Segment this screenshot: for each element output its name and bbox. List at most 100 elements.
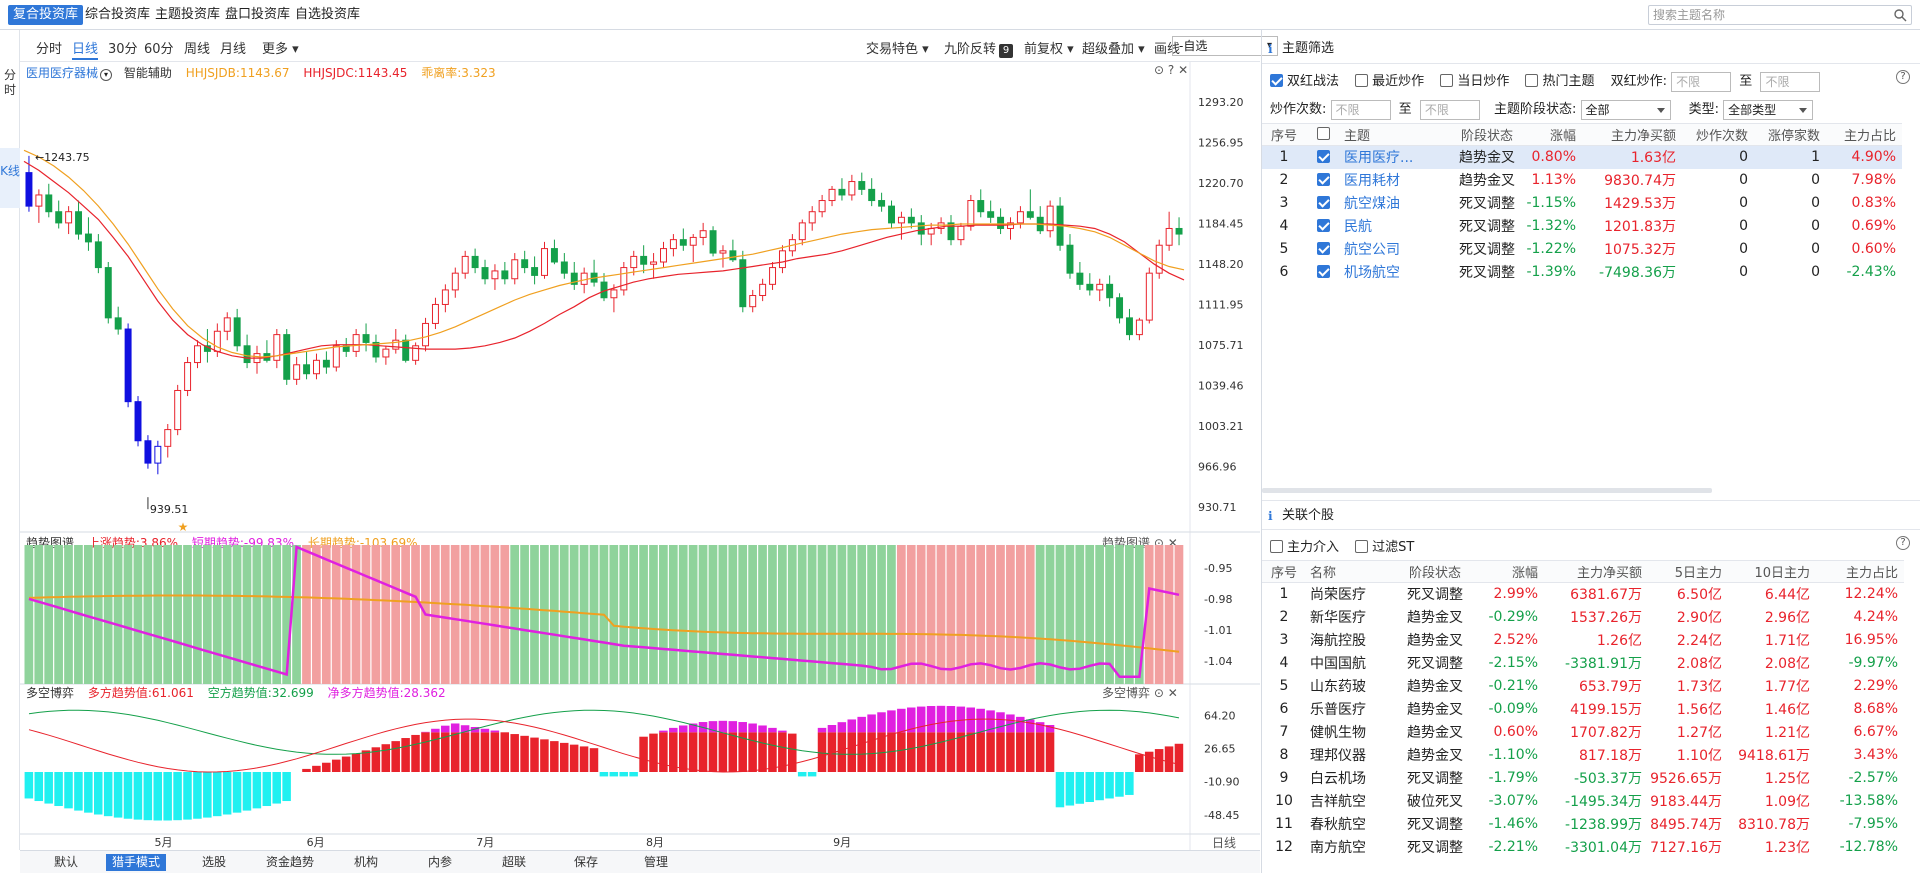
col-no[interactable]: 序号 <box>1262 560 1306 583</box>
col-select-all[interactable] <box>1306 123 1340 146</box>
col-net-buy[interactable]: 主力净买额 <box>1544 560 1648 583</box>
table-row[interactable]: 2 医用耗材 趋势金叉 1.13% 9830.74万 0 0 7.98% <box>1262 169 1902 192</box>
tab-super-link[interactable]: 超联 <box>502 855 527 869</box>
tab-manage[interactable]: 管理 <box>644 855 669 869</box>
settings-icon[interactable]: ⊙ <box>1154 63 1165 77</box>
help-icon[interactable]: ? <box>1896 70 1910 84</box>
table-row[interactable]: 5 山东药玻 趋势金叉 -0.21% 653.79万 1.73亿 1.77亿 2.29% <box>1262 675 1904 698</box>
col-5d-main[interactable]: 5日主力 <box>1648 560 1728 583</box>
period-monthly[interactable]: 月线 <box>220 42 247 57</box>
checkbox-main-involve[interactable]: 主力介入 <box>1270 540 1339 555</box>
period-weekly[interactable]: 周线 <box>184 42 211 57</box>
tab-institution[interactable]: 机构 <box>354 855 379 869</box>
double-red-min-input[interactable]: 不限 <box>1671 71 1732 92</box>
close-icon[interactable]: ✕ <box>1167 536 1178 550</box>
table-row[interactable]: 3 海航控股 趋势金叉 2.52% 1.26亿 2.24亿 1.71亿 16.95% <box>1262 629 1904 652</box>
period-more[interactable]: 更多 ▾ <box>262 42 299 57</box>
stage-select[interactable]: 全部 <box>1580 99 1671 120</box>
stock-name[interactable]: 医用医疗器械 <box>26 66 99 80</box>
self-select-dropdown[interactable]: -自选 ▾ <box>1172 36 1278 56</box>
double-red-max-input[interactable]: 不限 <box>1760 71 1821 92</box>
tab-stock-pick[interactable]: 选股 <box>202 855 227 869</box>
col-hype-times[interactable]: 炒作次数 <box>1682 123 1754 146</box>
tab-custom-library[interactable]: 自选投资库 <box>295 7 361 22</box>
theme-name[interactable]: 民航 <box>1344 219 1372 235</box>
super-overlay-menu[interactable]: 超级叠加 ▾ <box>1082 42 1145 57</box>
type-select[interactable]: 全部类型 <box>1723 99 1814 120</box>
table-row[interactable]: 4 中国国航 死叉调整 -2.15% -3381.91万 2.08亿 2.08亿 -9.97% <box>1262 652 1904 675</box>
close-icon[interactable]: ✕ <box>1178 63 1189 77</box>
col-no[interactable]: 序号 <box>1262 123 1306 146</box>
table-row[interactable]: 8 理邦仪器 趋势金叉 -1.10% 817.18万 1.10亿 9418.61万 3.43% <box>1262 744 1904 767</box>
view-timeshare[interactable]: 分时 <box>3 68 16 97</box>
row-checkbox[interactable] <box>1306 169 1340 192</box>
col-name[interactable]: 名称 <box>1306 560 1390 583</box>
col-net-buy[interactable]: 主力净买额 <box>1582 123 1682 146</box>
period-30min[interactable]: 30分 <box>108 42 138 57</box>
period-60min[interactable]: 60分 <box>144 42 174 57</box>
table-row[interactable]: 1 尚荣医疗 死叉调整 2.99% 6381.67万 6.50亿 6.44亿 12.24% <box>1262 583 1904 606</box>
tab-fund-trend[interactable]: 资金趋势 <box>266 855 315 869</box>
table-row[interactable]: 9 白云机场 死叉调整 -1.79% -503.37万 9526.65万 1.25亿 -2.5… <box>1262 767 1904 790</box>
trade-feature-menu[interactable]: 交易特色 ▾ <box>866 42 929 57</box>
table-row[interactable]: 11 春秋航空 死叉调整 -1.46% -1238.99万 8495.74万 8310.78… <box>1262 813 1904 836</box>
tab-comprehensive-library[interactable]: 综合投资库 <box>85 7 151 22</box>
settings-icon[interactable]: ⊙ <box>1153 686 1164 700</box>
table-row[interactable]: 6 乐普医疗 趋势金叉 -0.09% 4199.15万 1.56亿 1.46亿 8.68% <box>1262 698 1904 721</box>
tab-default[interactable]: 默认 <box>54 855 79 869</box>
col-main-ratio[interactable]: 主力占比 <box>1816 560 1904 583</box>
checkbox-double-red[interactable]: 双红战法 <box>1270 74 1339 89</box>
hype-count-max-input[interactable]: 不限 <box>1419 99 1480 120</box>
nine-reversal-menu[interactable]: 九阶反转 9 <box>944 38 1014 58</box>
row-checkbox[interactable] <box>1306 192 1340 215</box>
tab-theme-library[interactable]: 主题投资库 <box>155 7 221 22</box>
row-checkbox[interactable] <box>1306 238 1340 261</box>
table-row[interactable]: 3 航空煤油 死叉调整 -1.15% 1429.53万 0 0 0.83% <box>1262 192 1902 215</box>
checkbox-recent-hype[interactable]: 最近炒作 <box>1355 74 1424 89</box>
table-row[interactable]: 10 吉祥航空 破位死叉 -3.07% -1495.34万 9183.44万 1.09亿 -1… <box>1262 790 1904 813</box>
checkbox-hot-theme[interactable]: 热门主题 <box>1525 74 1594 89</box>
period-daily[interactable]: 日线 <box>72 38 99 60</box>
tab-market-library[interactable]: 盘口投资库 <box>225 7 291 22</box>
close-icon[interactable]: ✕ <box>1167 686 1178 700</box>
table-row[interactable]: 7 健帆生物 趋势金叉 0.60% 1707.82万 1.27亿 1.21亿 6.67% <box>1262 721 1904 744</box>
period-timeshare[interactable]: 分时 <box>36 42 63 57</box>
table-row[interactable]: 6 机场航空 死叉调整 -1.39% -7498.36万 0 0 -2.43% <box>1262 261 1902 284</box>
theme-name[interactable]: 航空煤油 <box>1344 196 1400 212</box>
col-stage[interactable]: 阶段状态 <box>1390 560 1480 583</box>
col-stage[interactable]: 阶段状态 <box>1450 123 1524 146</box>
tab-insider[interactable]: 内参 <box>428 855 453 869</box>
smart-assist[interactable]: 智能辅助 <box>123 66 172 80</box>
chevron-down-icon[interactable]: ▾ <box>100 69 113 81</box>
tab-save[interactable]: 保存 <box>574 855 599 869</box>
col-limit-up[interactable]: 涨停家数 <box>1754 123 1826 146</box>
search-input[interactable]: 搜索主题名称 <box>1648 5 1912 25</box>
col-theme[interactable]: 主题 <box>1340 123 1450 146</box>
theme-name[interactable]: 医用医疗... <box>1340 145 1450 169</box>
table-row[interactable]: 12 南方航空 死叉调整 -2.21% -3301.04万 7127.16万 1.23亿 -1… <box>1262 836 1904 859</box>
theme-name[interactable]: 机场航空 <box>1344 265 1400 281</box>
search-icon[interactable] <box>1893 8 1907 22</box>
col-main-ratio[interactable]: 主力占比 <box>1826 123 1902 146</box>
view-kline[interactable]: K线 <box>0 148 20 208</box>
table-row[interactable]: 2 新华医疗 趋势金叉 -0.29% 1537.26万 2.90亿 2.96亿 4.24% <box>1262 606 1904 629</box>
hype-count-min-input[interactable]: 不限 <box>1330 99 1391 120</box>
row-checkbox[interactable] <box>1306 215 1340 238</box>
theme-name[interactable]: 医用耗材 <box>1344 173 1400 189</box>
settings-icon[interactable]: ⊙ <box>1153 536 1164 550</box>
checkbox-filter-st[interactable]: 过滤ST <box>1355 540 1414 555</box>
table-row[interactable]: 4 民航 死叉调整 -1.32% 1201.83万 0 0 0.69% <box>1262 215 1902 238</box>
tab-hunter-mode[interactable]: 猎手模式 <box>106 854 167 871</box>
help-icon[interactable]: ? <box>1896 536 1910 550</box>
horizontal-scrollbar[interactable] <box>1262 488 1712 493</box>
tab-composite-library[interactable]: 复合投资库 <box>8 5 84 25</box>
row-checkbox[interactable] <box>1306 261 1340 284</box>
pre-adjust-menu[interactable]: 前复权 ▾ <box>1024 42 1074 57</box>
col-10d-main[interactable]: 10日主力 <box>1728 560 1816 583</box>
help-icon[interactable]: ? <box>1167 63 1175 77</box>
col-change[interactable]: 涨幅 <box>1480 560 1544 583</box>
theme-name[interactable]: 航空公司 <box>1344 242 1400 258</box>
table-row[interactable]: 1 医用医疗... 趋势金叉 0.80% 1.63亿 0 1 4.90% <box>1262 145 1902 169</box>
table-row[interactable]: 5 航空公司 死叉调整 -1.22% 1075.32万 0 0 0.60% <box>1262 238 1902 261</box>
row-checkbox[interactable] <box>1306 145 1340 169</box>
